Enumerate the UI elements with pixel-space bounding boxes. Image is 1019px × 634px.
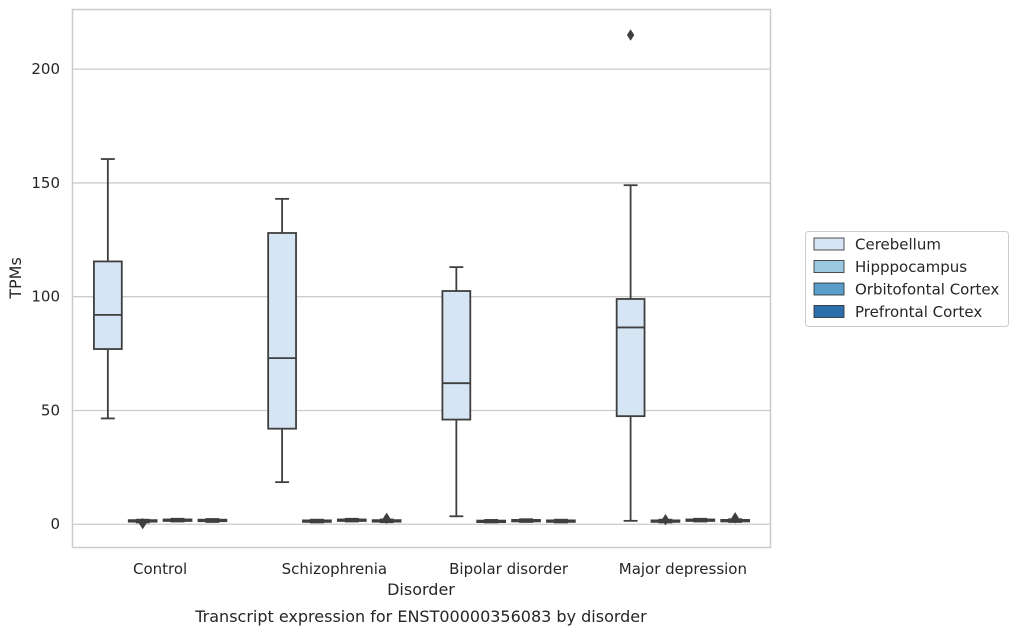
box-group xyxy=(650,513,681,526)
x-tick-label: Bipolar disorder xyxy=(449,560,569,578)
x-axis-ticks: Control Schizophrenia Bipolar disorder Majo… xyxy=(133,560,747,578)
box-group xyxy=(546,518,576,524)
box-group xyxy=(302,518,332,524)
box xyxy=(615,298,646,418)
y-tick-label: 50 xyxy=(41,401,60,419)
x-tick-label: Control xyxy=(133,560,187,578)
boxes xyxy=(93,29,750,530)
legend-label: Cerebellum xyxy=(855,236,941,254)
x-tick-label: Schizophrenia xyxy=(282,560,387,578)
y-tick-label: 0 xyxy=(50,515,60,533)
legend-frame xyxy=(805,231,1009,327)
box-group xyxy=(93,158,123,420)
x-tick-label: Major depression xyxy=(619,560,747,578)
outlier-point xyxy=(139,517,147,530)
legend-label: Orbitofontal Cortex xyxy=(855,281,999,299)
y-axis-title: TPMs xyxy=(6,257,25,300)
box-group xyxy=(162,517,193,523)
box-group xyxy=(336,517,367,523)
x-axis-title: Disorder xyxy=(387,580,455,599)
y-axis-ticks: 0 50 100 150 200 xyxy=(31,60,60,533)
box xyxy=(93,260,123,350)
box-group xyxy=(685,517,716,523)
box-group xyxy=(267,197,297,484)
box-group xyxy=(371,512,402,525)
box-group xyxy=(615,29,646,522)
y-tick-label: 150 xyxy=(31,174,60,192)
outlier-point xyxy=(731,512,739,524)
box-group xyxy=(127,517,158,530)
outlier-point xyxy=(382,512,391,525)
gridlines xyxy=(73,68,770,525)
legend-swatch xyxy=(813,282,845,296)
legend-swatch xyxy=(813,305,845,318)
legend-swatch xyxy=(813,260,845,273)
y-tick-label: 100 xyxy=(31,288,60,306)
box-group xyxy=(476,519,507,524)
legend-swatch xyxy=(813,237,845,251)
box xyxy=(441,290,472,421)
box-group xyxy=(441,266,472,518)
box-group xyxy=(720,512,750,524)
chart-caption: Transcript expression for ENST0000035608… xyxy=(194,607,647,626)
legend-label: Prefrontal Cortex xyxy=(855,303,982,321)
plot-area-frame xyxy=(71,8,772,549)
legend: Cerebellum Hipppocampus Orbitofontal Corte… xyxy=(805,231,1009,327)
outlier-point xyxy=(661,513,670,526)
y-tick-label: 200 xyxy=(31,60,60,78)
box-group xyxy=(511,518,541,523)
outlier-point xyxy=(626,29,635,41)
box xyxy=(267,232,297,430)
legend-label: Hipppocampus xyxy=(855,258,967,276)
box-group xyxy=(197,518,228,523)
